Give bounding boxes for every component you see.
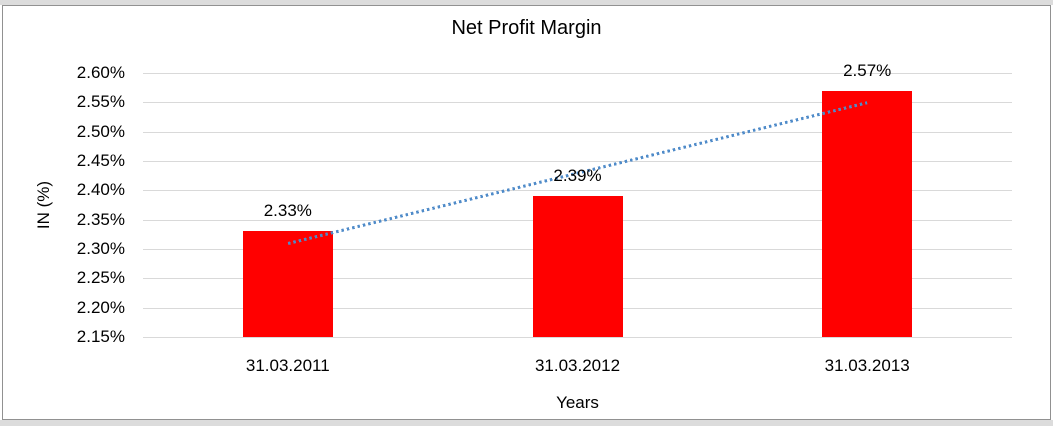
x-category-label: 31.03.2013 [824,356,910,375]
bar-value-label: 2.57% [843,60,892,80]
bar-value-label: 2.39% [553,166,602,186]
y-tick-label: 2.25% [76,268,125,288]
chart-border [2,5,1051,420]
bar-value-label: 2.33% [263,201,312,221]
y-tick-label: 2.55% [76,92,125,112]
y-tick-label: 2.35% [76,209,125,229]
y-tick-label: 2.45% [76,151,125,170]
gridline [143,131,1012,133]
y-tick-label: 2.15% [76,327,125,346]
x-category-label: 31.03.2012 [534,356,621,375]
gridline [143,190,1012,192]
y-tick-label: 2.60% [76,63,125,82]
y-tick-label: 2.20% [76,297,125,317]
y-tick-label: 2.50% [76,121,125,141]
gridline [143,102,1012,104]
bar [242,231,333,337]
chart-title: Net Profit Margin [451,17,602,39]
bar [532,196,623,337]
bar [822,90,913,337]
gridline [143,337,1012,338]
gridline [143,73,1012,74]
y-tick-label: 2.40% [76,180,125,200]
y-tick-label: 2.30% [76,239,125,258]
gridline [143,161,1012,162]
x-axis-title: Years [556,393,599,412]
frame-border-bottom [0,420,1053,426]
x-category-label: 31.03.2011 [245,356,330,375]
frame-border-top [0,0,1053,5]
